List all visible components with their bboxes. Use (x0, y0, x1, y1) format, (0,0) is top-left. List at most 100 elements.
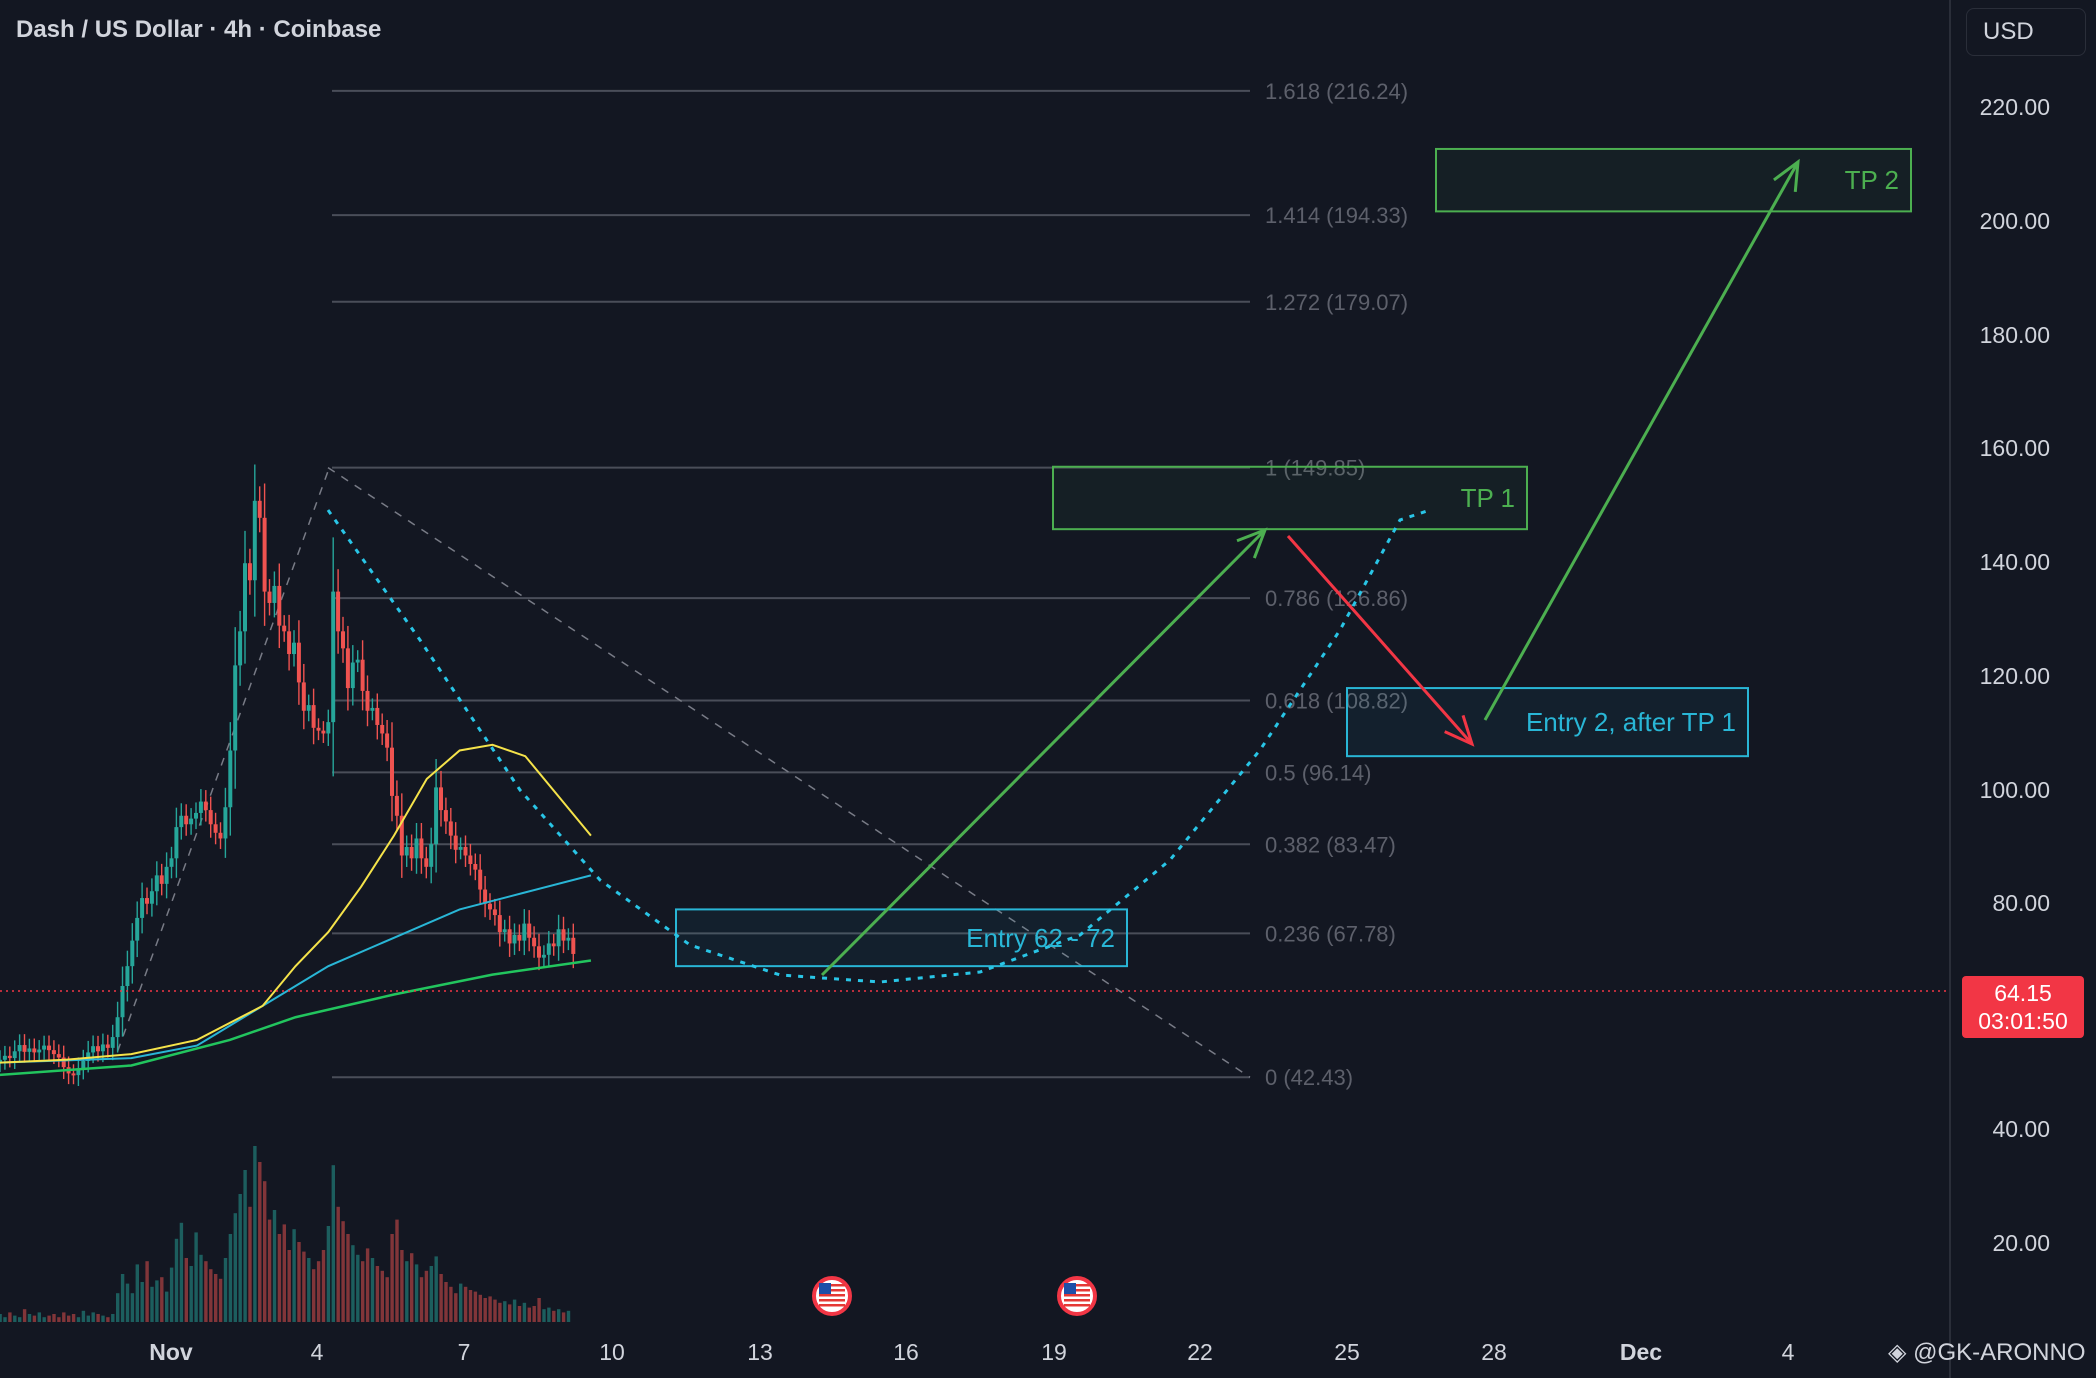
volume-bar (537, 1298, 541, 1322)
x-axis-tick: 10 (599, 1339, 625, 1365)
fib-level-label: 0.382 (83.47) (1265, 832, 1396, 857)
candle-body (159, 875, 164, 884)
candle-body (522, 923, 527, 941)
volume-bar (493, 1299, 497, 1322)
candle-body (331, 591, 336, 723)
candle-body (86, 1052, 91, 1061)
fib-level-label: 0.236 (67.78) (1265, 921, 1396, 946)
volume-bar (287, 1250, 291, 1322)
volume-bar (312, 1269, 316, 1322)
candle-body (497, 915, 502, 933)
candle-body (257, 500, 262, 518)
candle-body (282, 625, 287, 632)
volume-bar (444, 1282, 448, 1322)
candle-body (135, 917, 140, 941)
candle-body (2, 1055, 7, 1060)
volume-bar (552, 1310, 556, 1322)
volume-bar (169, 1267, 174, 1322)
volume-bar (272, 1210, 277, 1322)
volume-bar (346, 1234, 350, 1322)
volume-bar (248, 1206, 252, 1322)
candle-body (287, 631, 292, 655)
candle-body (47, 1045, 51, 1051)
candle-body (463, 846, 468, 856)
volume-bar (365, 1248, 370, 1322)
candle-body (247, 563, 252, 581)
volume-bar (238, 1194, 242, 1322)
candle-body (453, 835, 458, 850)
volume-bar (522, 1302, 527, 1322)
volume-bar (424, 1270, 429, 1322)
volume-bar (488, 1296, 492, 1322)
candle-body (380, 724, 385, 734)
volume-bar (478, 1294, 482, 1322)
volume-bar (307, 1258, 311, 1322)
candle-body (448, 821, 453, 836)
volume-bar (503, 1301, 507, 1322)
candle-body (321, 730, 326, 734)
candle-body (189, 818, 194, 825)
candle-body (130, 940, 135, 967)
volume-bar (517, 1306, 522, 1322)
volume-bar (370, 1258, 375, 1322)
volume-bar (292, 1229, 296, 1322)
volume-bar (414, 1264, 419, 1322)
volume-bar (32, 1315, 37, 1322)
ma-mid-line (0, 874, 592, 1064)
candle-body (32, 1048, 37, 1053)
zone-label: Entry 2, after TP 1 (1526, 707, 1736, 737)
volume-bar (316, 1261, 321, 1322)
candle-body (492, 909, 497, 916)
candle-body (208, 810, 213, 825)
candle-body (140, 898, 145, 918)
candle-body (409, 846, 414, 859)
arrow-to-tp1-head (1236, 527, 1268, 559)
candle-body (61, 1057, 66, 1068)
candle-body (51, 1050, 56, 1055)
candle-body (272, 585, 277, 603)
volume-bar (52, 1314, 56, 1322)
candle-body (179, 815, 184, 828)
volume-bar (120, 1274, 125, 1322)
volume-bar (155, 1280, 159, 1322)
volume-bar (233, 1213, 237, 1322)
candle-body (414, 838, 419, 859)
y-axis-tick: 20.00 (1992, 1230, 2050, 1256)
candle-body (566, 937, 571, 941)
volume-bar (57, 1317, 61, 1322)
volume-bar (561, 1312, 566, 1322)
fib-level-label: 0.618 (108.82) (1265, 688, 1408, 713)
volume-bar (27, 1314, 32, 1322)
candle-body (243, 563, 247, 632)
candle-body (365, 690, 370, 711)
candle-body (326, 722, 331, 734)
candle-body (473, 864, 478, 870)
volume-bar (194, 1232, 198, 1322)
target-zone (1346, 687, 1749, 758)
x-axis-tick: 4 (311, 1339, 324, 1365)
volume-bar (429, 1266, 433, 1322)
candle-body (424, 858, 429, 867)
y-axis-tick: 80.00 (1992, 890, 2050, 916)
volume-bar (62, 1312, 66, 1322)
candle-body (385, 733, 390, 748)
volume-bar (199, 1254, 203, 1322)
volume-bar (18, 1317, 22, 1322)
volume-bar (380, 1270, 384, 1322)
target-zone (675, 908, 1128, 968)
fib-level-label: 1.618 (216.24) (1265, 79, 1408, 104)
arrow-to-entry2 (1286, 535, 1474, 745)
volume-bar (130, 1293, 135, 1322)
candle-body (571, 937, 576, 954)
candle-body (399, 815, 404, 856)
candle-body (71, 1073, 76, 1076)
candle-body (0, 1059, 2, 1063)
ma-short-line (0, 743, 592, 1064)
volume-bar (101, 1315, 105, 1322)
volume-bar (184, 1258, 188, 1322)
currency-selector[interactable]: USD (1966, 8, 2086, 56)
candle-body (316, 727, 321, 731)
volume-bar (140, 1282, 144, 1322)
volume-bar (512, 1299, 517, 1322)
